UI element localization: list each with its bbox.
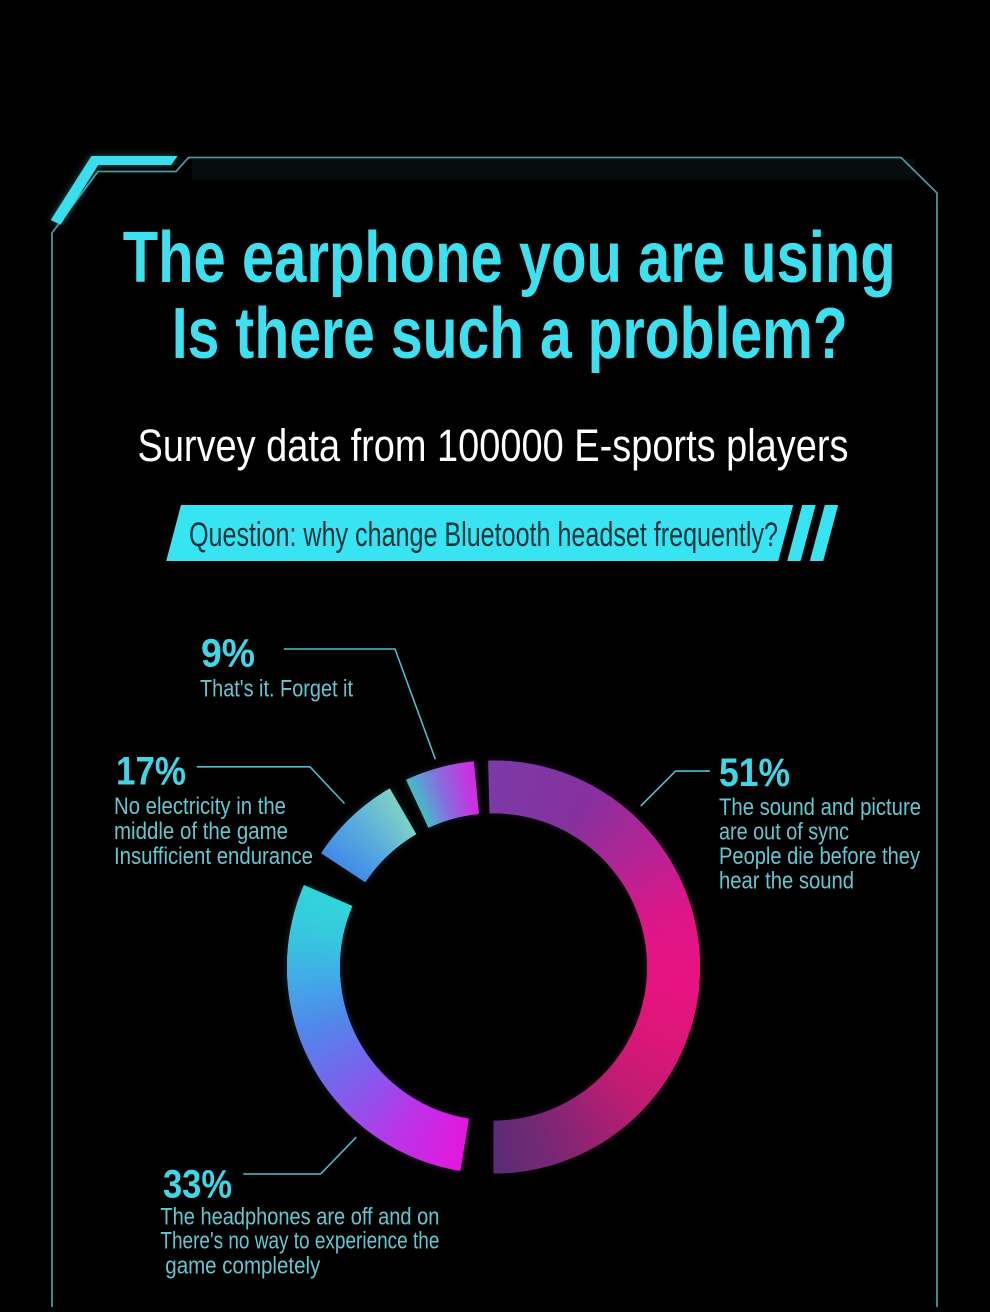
svg-text:People die before they: People die before they: [719, 843, 920, 870]
svg-text:51%: 51%: [719, 751, 790, 795]
svg-text:The headphones are off and on: The headphones are off and on: [160, 1203, 439, 1230]
svg-text:9%: 9%: [201, 632, 255, 676]
svg-text:Insufficient endurance: Insufficient endurance: [114, 843, 313, 870]
svg-text:Survey data from 100000 E-spor: Survey data from 100000 E-sports players: [138, 420, 849, 471]
svg-text:17%: 17%: [116, 750, 186, 794]
svg-text:are out of sync: are out of sync: [719, 819, 849, 846]
svg-text:Is there such a problem?: Is there such a problem?: [172, 294, 848, 374]
svg-text:The earphone you are using: The earphone you are using: [123, 218, 896, 298]
svg-text:33%: 33%: [163, 1162, 232, 1206]
svg-text:There's no way to experience t: There's no way to experience the: [160, 1228, 439, 1255]
svg-text:Question: why change Bluetooth: Question: why change Bluetooth headset f…: [189, 516, 778, 554]
svg-text:The sound and picture: The sound and picture: [719, 794, 921, 821]
svg-text:middle of the game: middle of the game: [114, 818, 288, 845]
svg-text:hear the sound: hear the sound: [719, 868, 854, 895]
svg-text:game completely: game completely: [165, 1253, 320, 1280]
svg-text:No electricity in the: No electricity in the: [114, 793, 286, 820]
svg-text:That's it. Forget it: That's it. Forget it: [200, 676, 353, 703]
